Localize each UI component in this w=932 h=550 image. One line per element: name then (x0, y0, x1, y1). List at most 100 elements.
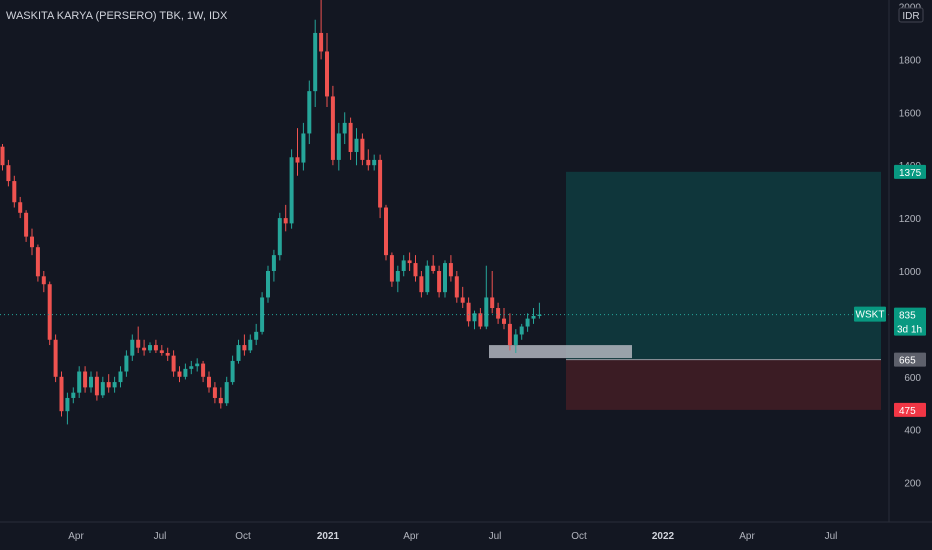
profit-zone (566, 171, 881, 360)
candles (0, 0, 542, 425)
candle-body (507, 323, 512, 346)
candle-body (325, 51, 329, 97)
candle-body (124, 355, 129, 372)
candle-body (35, 247, 40, 277)
entry-label: 665 (899, 356, 916, 367)
y-tick-label: 400 (904, 426, 921, 437)
candle-body (466, 302, 471, 322)
candle-body (89, 376, 93, 388)
candle-body (47, 284, 52, 340)
candle-body (271, 255, 276, 271)
candle-body (254, 331, 259, 340)
candle-body (94, 376, 99, 396)
y-tick-label: 1800 (899, 55, 922, 66)
candle-body (260, 297, 265, 332)
candle-body (248, 339, 253, 351)
candle-body (189, 366, 194, 369)
candle-body (59, 376, 64, 412)
candle-body (419, 276, 424, 293)
x-tick-label: Jul (154, 531, 167, 542)
candle-body (460, 297, 465, 303)
candle-body (83, 371, 88, 388)
take-profit-label: 1375 (899, 168, 922, 179)
candle-body (118, 371, 123, 383)
y-tick-label: 200 (904, 479, 921, 490)
candle-body (171, 355, 176, 372)
take-profit-tag (894, 164, 926, 179)
candle-body (513, 334, 518, 346)
candle-body (153, 345, 158, 351)
chart-title: WASKITA KARYA (PERSERO) TBK, 1W, IDX (6, 10, 228, 22)
candle-body (236, 345, 241, 361)
candle-body (283, 218, 288, 224)
candle-body (30, 236, 34, 248)
candle-body (130, 339, 135, 356)
candle-body (313, 32, 318, 92)
candle-body (348, 122, 353, 152)
last-price-label: 835 (899, 311, 916, 322)
candle-body (378, 159, 383, 208)
candle-body (443, 263, 447, 293)
candle-body (395, 271, 400, 282)
x-tick-label: Oct (235, 531, 251, 542)
candle-body (519, 326, 524, 335)
candle-body (0, 146, 5, 166)
candle-body (496, 308, 501, 319)
candle-body (106, 382, 111, 388)
candle-body (295, 157, 300, 163)
candle-body (71, 392, 76, 398)
candle-body (525, 318, 530, 327)
x-tick-label: Apr (403, 531, 419, 542)
candle-body (384, 207, 388, 256)
x-tick-label: Oct (571, 531, 587, 542)
candle-body (354, 138, 359, 152)
candle-body (448, 263, 453, 277)
price-axis[interactable]: 200400600800100012001400160018002000IDR1… (854, 0, 926, 522)
candle-body (531, 315, 536, 319)
candle-body (242, 345, 247, 351)
stop-loss-label: 475 (899, 406, 916, 417)
y-tick-label: 1200 (899, 214, 922, 225)
candle-body (319, 32, 324, 52)
y-tick-label: 600 (904, 373, 921, 384)
candle-body (537, 314, 542, 316)
candle-body (18, 202, 23, 213)
candle-body (407, 260, 412, 264)
candle-body (437, 271, 442, 293)
x-tick-label: Jul (489, 531, 502, 542)
stop-loss-tag (894, 402, 926, 417)
time-axis[interactable]: Apr Jul Oct 2021 Apr Jul Oct 2022 Apr Jul (0, 521, 932, 542)
loss-zone (566, 359, 881, 410)
candle-body (389, 255, 394, 282)
candle-body (212, 387, 217, 398)
candle-body (301, 133, 306, 163)
candle-body (207, 376, 211, 388)
candle-body (6, 165, 11, 182)
candle-body (165, 352, 170, 356)
ticker-label: WSKT (856, 310, 885, 321)
entry-tag (894, 352, 926, 367)
position-zones (489, 171, 881, 410)
candle-body (330, 96, 335, 160)
candle-body (224, 382, 229, 404)
candle-body (100, 382, 105, 396)
y-tick-label: 1000 (899, 267, 922, 278)
candle-body (148, 345, 152, 351)
candle-body (307, 91, 312, 134)
candle-body (183, 368, 188, 377)
ticker-tag (854, 306, 886, 322)
candle-body (230, 360, 235, 383)
y-tick-label: 1600 (899, 108, 922, 119)
candle-body (472, 313, 477, 322)
candle-body (336, 133, 341, 160)
candle-body (201, 363, 206, 377)
candle-body (53, 339, 58, 377)
candle-body (12, 181, 17, 203)
candle-body (431, 265, 436, 271)
x-tick-label: Apr (68, 531, 84, 542)
candle-body (195, 363, 200, 367)
candle-body (401, 260, 406, 271)
x-tick-label: Jul (825, 531, 838, 542)
candle-body (77, 371, 82, 393)
